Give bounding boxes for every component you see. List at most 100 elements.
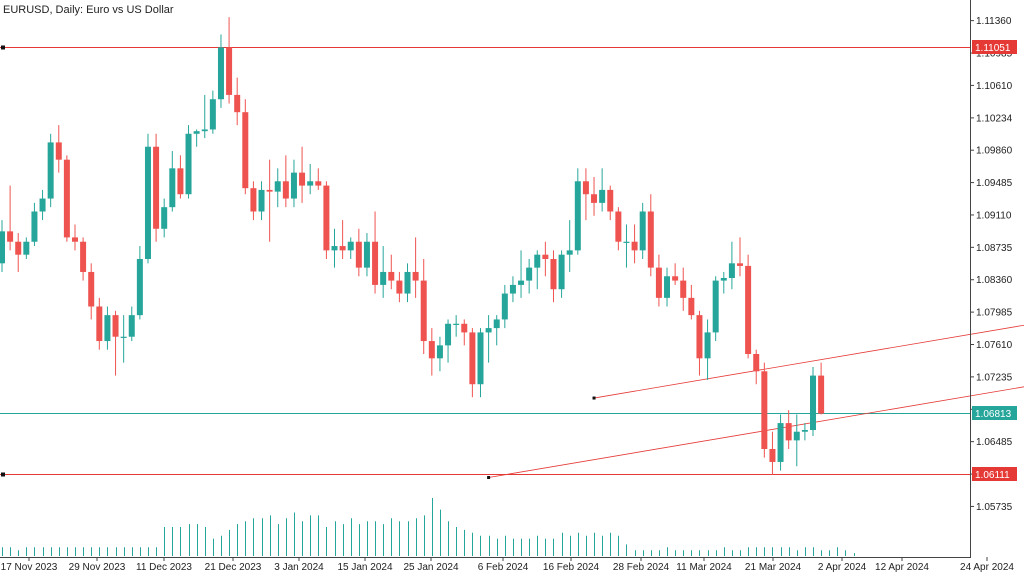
candle xyxy=(15,233,22,272)
x-axis: 17 Nov 2023 29 Nov 2023 11 Dec 2023 21 Dec … xyxy=(1,557,1014,573)
y-axis: 1.11360 1.10985 1.10610 1.10234 1.09860 1.094… xyxy=(970,16,1013,513)
candle-body xyxy=(23,241,30,255)
candle xyxy=(169,151,176,212)
candle xyxy=(315,168,322,190)
price-badge-0 xyxy=(972,40,1017,54)
candle xyxy=(234,77,241,126)
candle-body xyxy=(445,323,452,346)
candles xyxy=(0,17,825,475)
candle-body xyxy=(363,241,370,268)
candle-body xyxy=(623,241,630,243)
x-tick-label: 24 Apr 2024 xyxy=(960,562,1014,573)
y-tick-label: 1.06485 xyxy=(976,437,1013,448)
candle xyxy=(761,362,768,458)
candle xyxy=(396,271,403,303)
candle-body xyxy=(0,231,5,264)
candle-body xyxy=(558,254,565,290)
candle-body xyxy=(477,332,484,385)
candle xyxy=(47,133,54,208)
candle xyxy=(242,99,249,195)
candle xyxy=(704,319,711,380)
candle-body xyxy=(7,231,14,242)
candle xyxy=(161,198,168,238)
candle-body xyxy=(801,430,808,432)
candle xyxy=(96,297,103,350)
candle-body xyxy=(712,280,719,333)
candle xyxy=(363,233,370,277)
y-tick-label: 1.07610 xyxy=(976,340,1013,351)
y-tick-label: 1.07985 xyxy=(976,308,1013,319)
candle-body xyxy=(647,211,654,268)
candle xyxy=(436,336,443,372)
candle xyxy=(185,125,192,199)
x-tick-label: 17 Nov 2023 xyxy=(1,562,58,573)
candle-body xyxy=(631,241,638,251)
candle xyxy=(380,246,387,298)
candle-body xyxy=(209,99,216,130)
x-tick-label: 25 Jan 2024 xyxy=(403,562,458,573)
candle-body xyxy=(704,332,711,359)
candle xyxy=(177,155,184,199)
candle-body xyxy=(55,142,62,160)
candle-body xyxy=(282,181,289,199)
candle xyxy=(558,250,565,298)
candle xyxy=(664,267,671,307)
candle-body xyxy=(217,47,224,100)
candle-body xyxy=(810,375,816,430)
candle xyxy=(810,366,816,437)
candle xyxy=(712,276,719,342)
candle-body xyxy=(745,265,752,354)
candle-body xyxy=(761,371,768,449)
candle-body xyxy=(234,94,241,113)
candle xyxy=(509,276,516,303)
candle xyxy=(793,414,800,467)
candle xyxy=(777,414,784,471)
candle-body xyxy=(355,241,362,268)
candle xyxy=(217,34,224,108)
candle xyxy=(282,155,289,208)
x-tick-label: 2 Apr 2024 xyxy=(818,562,867,573)
candle-body xyxy=(769,449,776,462)
x-tick-label: 11 Dec 2023 xyxy=(136,562,192,573)
candle xyxy=(372,211,379,294)
candle-body xyxy=(509,284,516,294)
candle xyxy=(453,315,460,337)
x-tick-label: 15 Jan 2024 xyxy=(337,562,392,573)
candle xyxy=(745,254,752,359)
candle-body xyxy=(672,276,679,281)
candle-body xyxy=(785,423,792,441)
candle-body xyxy=(566,250,573,255)
candle-body xyxy=(226,47,233,95)
candle xyxy=(323,181,330,259)
candle-body xyxy=(169,168,176,208)
candle xyxy=(696,310,703,376)
candle-body xyxy=(274,181,281,192)
candle xyxy=(331,228,338,268)
candle-body xyxy=(96,306,103,342)
candle-body xyxy=(793,431,800,441)
candle xyxy=(339,220,346,259)
candle xyxy=(501,284,508,329)
candle xyxy=(737,237,744,277)
candle-body xyxy=(720,278,727,281)
y-tick-label: 1.05735 xyxy=(976,502,1013,513)
candle xyxy=(720,271,727,294)
candle xyxy=(63,155,70,242)
candle xyxy=(266,159,273,242)
candle-body xyxy=(542,254,549,259)
candle xyxy=(226,17,233,104)
x-tick-label: 16 Feb 2024 xyxy=(543,562,600,573)
candle xyxy=(209,90,216,134)
candle xyxy=(120,315,127,363)
candle xyxy=(104,306,111,350)
candle xyxy=(112,310,119,376)
candle-body xyxy=(607,189,614,212)
candle-body xyxy=(680,280,687,298)
candle-body xyxy=(639,211,646,251)
candle-body xyxy=(88,271,95,307)
x-tick-label: 3 Jan 2024 xyxy=(274,562,324,573)
candle-body xyxy=(818,375,825,414)
x-tick-label: 21 Mar 2024 xyxy=(745,562,802,573)
x-tick-label: 28 Feb 2024 xyxy=(613,562,670,573)
